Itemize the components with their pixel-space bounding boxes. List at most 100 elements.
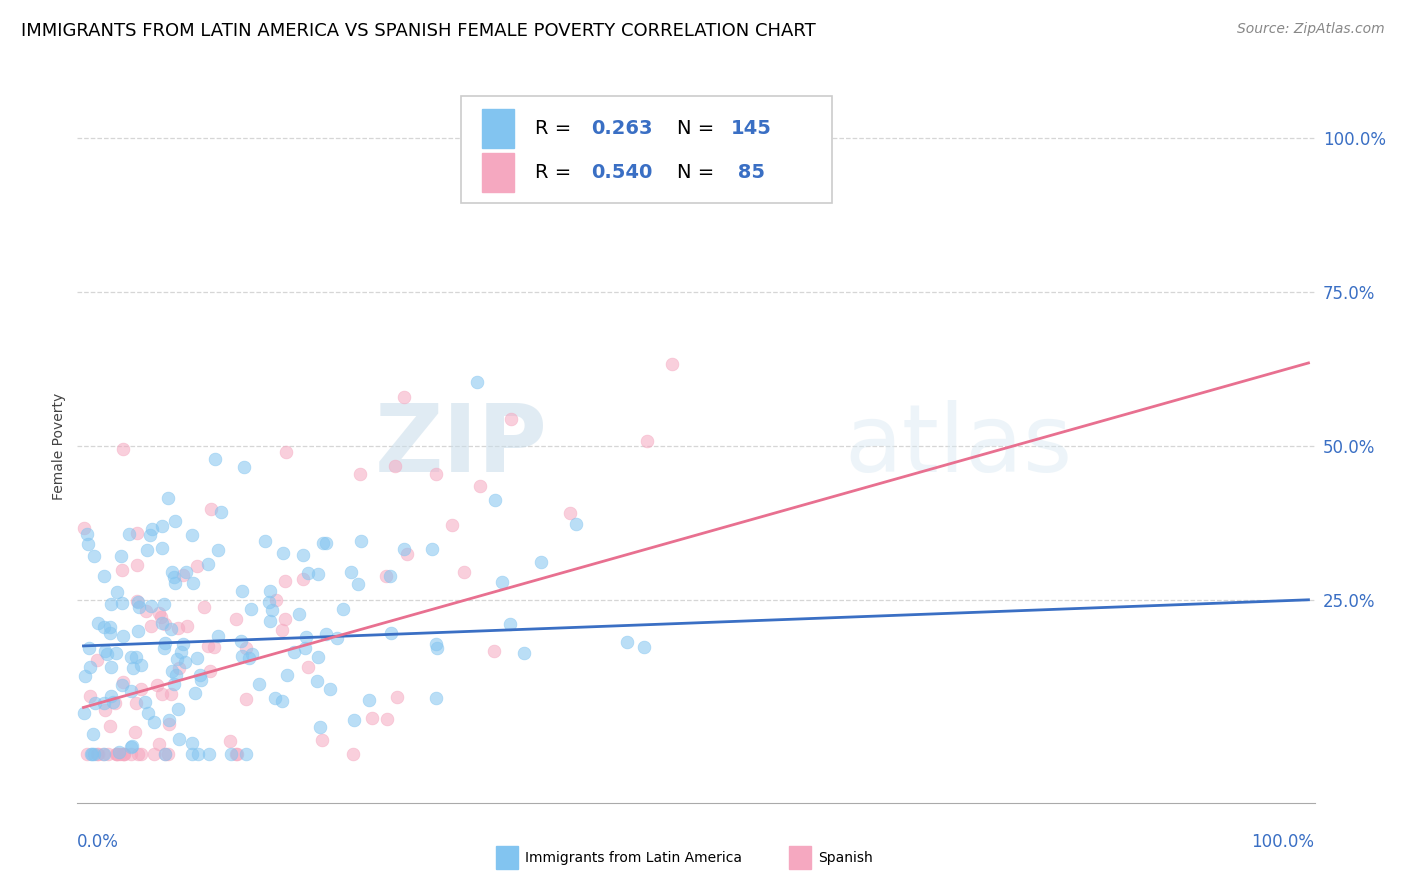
- Point: [120, 739, 142, 754]
- Point: [380, 625, 402, 640]
- Point: [127, 595, 149, 609]
- Point: [94, 644, 117, 658]
- Point: [128, 599, 150, 614]
- Point: [111, 442, 134, 457]
- Text: 0.0%: 0.0%: [77, 833, 120, 851]
- Point: [105, 747, 128, 761]
- Point: [100, 660, 122, 674]
- Point: [425, 467, 447, 481]
- Point: [93, 569, 115, 583]
- Point: [148, 606, 170, 620]
- Point: [200, 502, 222, 516]
- Point: [425, 691, 447, 706]
- Point: [378, 569, 401, 583]
- Point: [86, 747, 108, 761]
- FancyBboxPatch shape: [461, 96, 832, 203]
- Point: [271, 546, 294, 560]
- Point: [127, 624, 149, 638]
- Point: [225, 747, 247, 761]
- Point: [440, 517, 463, 532]
- Point: [198, 664, 221, 678]
- Text: 100.0%: 100.0%: [1251, 833, 1315, 851]
- Point: [384, 459, 406, 474]
- Y-axis label: Female Poverty: Female Poverty: [52, 392, 66, 500]
- Point: [139, 528, 162, 542]
- Point: [152, 641, 174, 656]
- Point: [73, 706, 96, 720]
- Point: [484, 493, 506, 508]
- Point: [155, 636, 177, 650]
- Point: [100, 689, 122, 703]
- Point: [153, 747, 176, 761]
- Point: [142, 714, 165, 729]
- Point: [163, 576, 186, 591]
- Point: [134, 695, 156, 709]
- Point: [340, 565, 363, 579]
- Point: [560, 506, 582, 520]
- Point: [110, 549, 132, 564]
- Point: [425, 637, 447, 651]
- Text: N =: N =: [678, 163, 721, 182]
- Point: [139, 618, 162, 632]
- Point: [350, 534, 373, 549]
- Point: [204, 451, 226, 466]
- Point: [181, 576, 204, 591]
- Point: [153, 616, 176, 631]
- Point: [167, 661, 190, 675]
- Point: [104, 646, 127, 660]
- Point: [530, 555, 553, 569]
- Point: [105, 747, 128, 761]
- Point: [105, 747, 128, 761]
- Point: [565, 516, 588, 531]
- Point: [163, 514, 186, 528]
- Point: [172, 637, 194, 651]
- Point: [160, 565, 183, 579]
- Bar: [789, 847, 811, 869]
- Point: [319, 681, 342, 696]
- Point: [420, 541, 443, 556]
- Point: [184, 686, 207, 700]
- Point: [120, 650, 142, 665]
- Point: [315, 627, 337, 641]
- Point: [235, 641, 257, 656]
- Text: Immigrants from Latin America: Immigrants from Latin America: [526, 851, 742, 864]
- Point: [221, 747, 243, 761]
- Point: [157, 713, 180, 727]
- Text: IMMIGRANTS FROM LATIN AMERICA VS SPANISH FEMALE POVERTY CORRELATION CHART: IMMIGRANTS FROM LATIN AMERICA VS SPANISH…: [21, 22, 815, 40]
- Point: [153, 597, 176, 611]
- Point: [240, 647, 263, 661]
- Point: [188, 668, 211, 682]
- Point: [239, 602, 262, 616]
- Point: [207, 542, 229, 557]
- Point: [174, 655, 197, 669]
- Point: [633, 640, 655, 654]
- Point: [254, 534, 277, 549]
- Point: [77, 537, 100, 551]
- Point: [307, 673, 329, 688]
- Point: [100, 597, 122, 611]
- Point: [136, 543, 159, 558]
- Bar: [482, 153, 515, 193]
- Point: [197, 557, 219, 571]
- Point: [291, 572, 314, 586]
- Point: [297, 660, 319, 674]
- Point: [311, 733, 333, 747]
- Point: [141, 522, 163, 536]
- Point: [271, 693, 294, 707]
- Point: [233, 460, 256, 475]
- Point: [276, 668, 298, 682]
- Point: [374, 569, 396, 583]
- Point: [295, 630, 318, 644]
- Point: [79, 689, 101, 703]
- Point: [111, 596, 134, 610]
- Point: [166, 652, 188, 666]
- Point: [111, 747, 134, 761]
- Point: [150, 616, 173, 631]
- Point: [122, 661, 145, 675]
- Point: [501, 411, 523, 425]
- Point: [359, 693, 381, 707]
- Point: [86, 652, 108, 666]
- Point: [209, 505, 232, 519]
- Point: [108, 747, 131, 761]
- Point: [84, 696, 107, 710]
